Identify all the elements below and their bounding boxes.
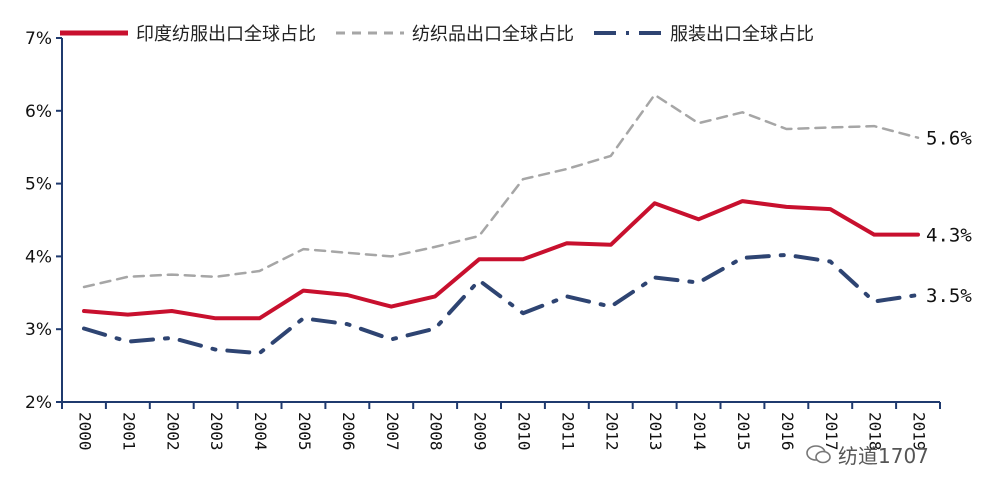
series-layer [82, 93, 920, 356]
watermark-text: 纺道1707 [838, 444, 929, 468]
end-label: 3.5% [926, 285, 972, 307]
legend-item-india: 印度纺服出口全球占比 [58, 20, 316, 46]
axes: 2% 3% 4% 5% 6% 7% 2000 2001 2002 2003 2004 2005 2006… [25, 29, 941, 451]
x-tick-label: 2000 [75, 412, 94, 451]
series-line-1 [82, 93, 920, 289]
x-tick-label: 2012 [602, 412, 621, 451]
legend-swatch-textile [336, 31, 404, 35]
watermark: 纺道1707 [806, 440, 929, 469]
x-tick-label: 2007 [383, 412, 402, 451]
y-tick-label: 6% [25, 102, 52, 122]
legend-item-textile: 纺织品出口全球占比 [334, 20, 574, 46]
x-tick-label: 2019 [910, 412, 929, 451]
x-tick-label: 2016 [778, 412, 797, 451]
x-tick-label: 2002 [163, 412, 182, 451]
legend: 印度纺服出口全球占比 纺织品出口全球占比 服装出口全球占比 [58, 18, 832, 48]
legend-swatch-apparel [594, 31, 662, 35]
y-tick-label: 3% [25, 320, 52, 340]
x-tick-label: 2014 [690, 412, 709, 451]
x-tick-label: 2005 [295, 412, 314, 451]
x-tick-label: 2008 [427, 412, 446, 451]
legend-label-india: 印度纺服出口全球占比 [136, 24, 316, 45]
y-tick-label: 7% [25, 29, 52, 49]
x-tick-label: 2011 [558, 412, 577, 451]
y-tick-label: 2% [25, 393, 52, 413]
legend-swatch-india [60, 30, 128, 36]
x-tick-label: 2013 [646, 412, 665, 451]
wechat-icon [806, 444, 831, 463]
legend-item-apparel: 服装出口全球占比 [592, 20, 814, 46]
label-layer: 4.3% 5.6% 3.5% [926, 128, 972, 307]
x-tick-label: 2018 [866, 412, 885, 451]
x-tick-label: 2004 [251, 412, 270, 451]
series-line-0 [82, 199, 920, 321]
x-tick-label: 2009 [471, 412, 490, 451]
end-label: 5.6% [926, 128, 972, 150]
x-tick-label: 2015 [734, 412, 753, 451]
y-tick-label: 5% [25, 175, 52, 195]
x-tick-label: 2010 [514, 412, 533, 451]
x-tick-label: 2006 [339, 412, 358, 451]
x-tick-label: 2001 [119, 412, 138, 451]
end-label: 4.3% [926, 225, 972, 247]
series-line-2 [82, 252, 920, 356]
legend-label-apparel: 服装出口全球占比 [670, 24, 814, 45]
x-tick-label: 2017 [822, 412, 841, 451]
legend-label-textile: 纺织品出口全球占比 [412, 24, 574, 45]
x-tick-label: 2003 [207, 412, 226, 451]
y-tick-label: 4% [25, 247, 52, 267]
